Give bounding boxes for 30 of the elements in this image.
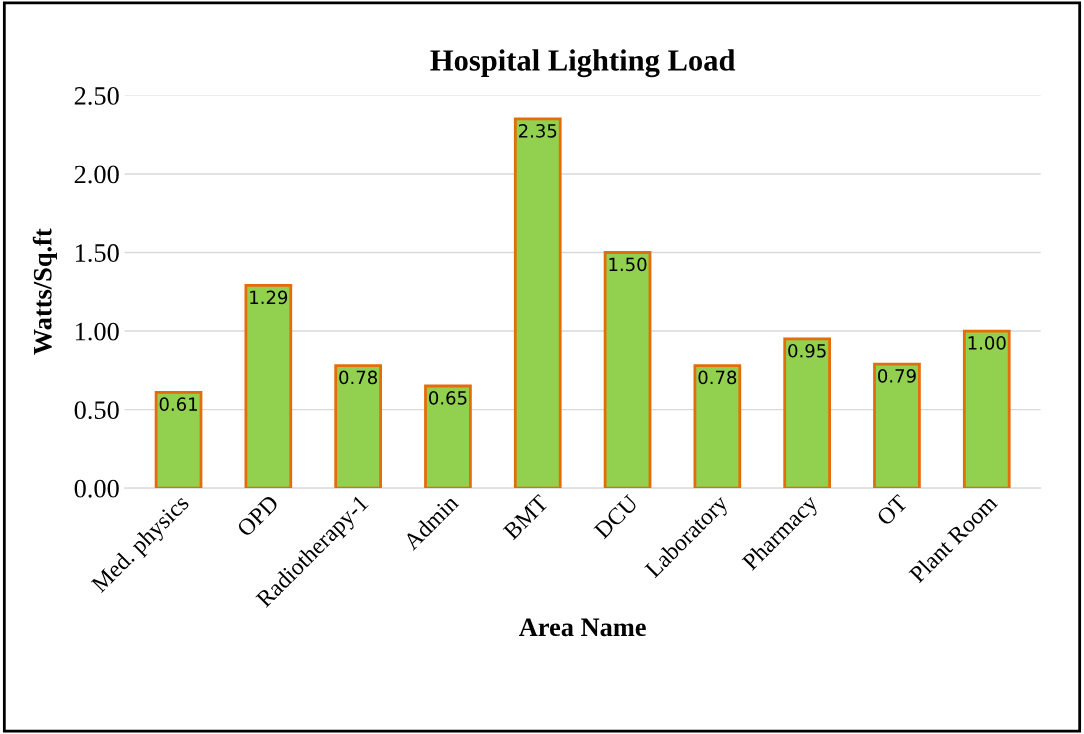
data-label: 0.65 bbox=[429, 391, 467, 405]
bar bbox=[424, 384, 472, 489]
y-tick-label: 2.50 bbox=[74, 87, 119, 105]
chart-title: Hospital Lighting Load bbox=[430, 49, 736, 78]
y-tick-label: 0.50 bbox=[74, 401, 119, 420]
y-tick-label: 1.50 bbox=[75, 244, 119, 263]
x-tick-label: OT bbox=[875, 493, 909, 527]
x-axis-title: Area Name bbox=[519, 618, 646, 637]
bar bbox=[334, 364, 382, 489]
bar bbox=[693, 364, 742, 489]
bar bbox=[873, 362, 921, 489]
data-label: 0.95 bbox=[788, 343, 826, 358]
y-axis-title: Watts/Sq.ft bbox=[32, 228, 57, 355]
data-label: 0.61 bbox=[159, 397, 197, 411]
y-tick-label: 0.00 bbox=[74, 479, 119, 498]
data-label: 1.29 bbox=[250, 290, 288, 305]
data-label: 1.50 bbox=[609, 257, 647, 272]
data-label: 2.35 bbox=[518, 124, 557, 138]
bar bbox=[783, 337, 831, 489]
y-tick-label: 1.00 bbox=[75, 322, 119, 341]
bar bbox=[154, 390, 203, 489]
data-label: 1.00 bbox=[968, 336, 1006, 350]
data-label: 0.78 bbox=[339, 370, 378, 385]
y-tick-label: 2.00 bbox=[74, 165, 119, 184]
bar bbox=[244, 284, 293, 489]
data-label: 0.78 bbox=[698, 370, 737, 385]
bar bbox=[513, 117, 562, 489]
bar bbox=[603, 251, 652, 489]
bar bbox=[962, 329, 1011, 489]
data-label: 0.79 bbox=[878, 369, 916, 383]
